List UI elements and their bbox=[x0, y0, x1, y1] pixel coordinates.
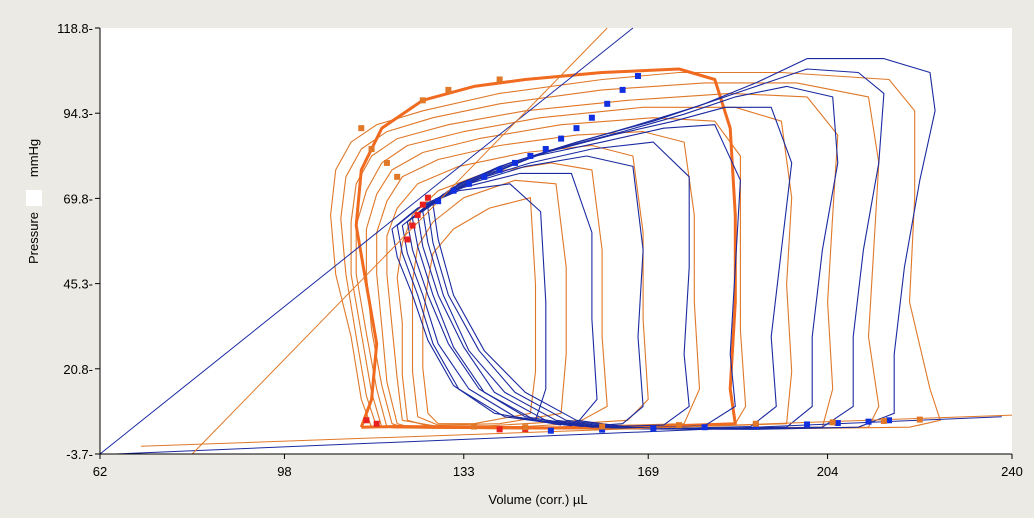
marker-blue_marker-17 bbox=[701, 424, 708, 431]
y-tick-label-1: 94.3- bbox=[63, 106, 93, 121]
x-ticks-layer: 62 98 133 169 204 240 bbox=[93, 454, 1023, 479]
marker-orange-5 bbox=[383, 159, 390, 166]
marker-orange-13 bbox=[880, 417, 887, 424]
marker-blue_marker-0 bbox=[435, 198, 442, 205]
y-ticks-layer: 118.8- 94.3- 69.8- 45.3- 20.8- -3.7- bbox=[57, 21, 100, 462]
y-axis-label-gap bbox=[26, 190, 42, 206]
pv-loop-blue-2 bbox=[422, 85, 839, 430]
y-tick-label-4: 20.8- bbox=[63, 362, 93, 377]
marker-orange-14 bbox=[916, 416, 923, 423]
marker-red_marker-5 bbox=[363, 417, 370, 424]
x-tick-label-0: 62 bbox=[93, 464, 107, 479]
pv-loop-blue-4 bbox=[411, 124, 741, 429]
marker-blue_marker-19 bbox=[804, 421, 811, 428]
pv-loop-blue-0 bbox=[432, 58, 936, 430]
marker-blue_marker-6 bbox=[527, 152, 534, 159]
pv-loop-orange-8 bbox=[411, 179, 567, 426]
y-tick-label-0: 118.8- bbox=[57, 21, 93, 36]
marker-orange-3 bbox=[358, 125, 365, 132]
marker-blue_marker-7 bbox=[542, 146, 549, 153]
marker-blue_marker-15 bbox=[599, 426, 606, 433]
marker-red_marker-0 bbox=[404, 236, 411, 243]
pv-loop-orange-0 bbox=[330, 71, 941, 430]
marker-blue_marker-11 bbox=[604, 100, 611, 107]
marker-orange-1 bbox=[445, 86, 452, 93]
marker-orange-11 bbox=[752, 420, 759, 427]
y-axis-label-group: Pressure mmHg bbox=[26, 139, 42, 264]
marker-orange-7 bbox=[471, 423, 478, 430]
reference-line-1 bbox=[115, 416, 1002, 455]
marker-blue_marker-5 bbox=[512, 159, 519, 166]
marker-blue_marker-10 bbox=[588, 114, 595, 121]
marker-orange-8 bbox=[522, 424, 529, 431]
x-axis-label: Volume (corr.) µL bbox=[488, 492, 587, 507]
x-tick-label-2: 133 bbox=[453, 464, 475, 479]
marker-blue_marker-8 bbox=[558, 135, 565, 142]
y-tick-label-2: 69.8- bbox=[63, 191, 93, 206]
marker-red_marker-1 bbox=[409, 222, 416, 229]
y-tick-label-5: -3.7- bbox=[66, 447, 93, 462]
marker-blue_marker-21 bbox=[865, 418, 872, 425]
marker-red_marker-7 bbox=[496, 426, 503, 433]
pv-loop-blue-1 bbox=[427, 68, 885, 430]
marker-red_marker-4 bbox=[424, 194, 431, 201]
marker-blue_marker-14 bbox=[547, 427, 554, 434]
marker-orange-2 bbox=[496, 76, 503, 83]
marker-orange-0 bbox=[419, 97, 426, 104]
marker-blue_marker-22 bbox=[886, 417, 893, 424]
y-tick-label-3: 45.3- bbox=[63, 277, 93, 292]
marker-blue_marker-13 bbox=[634, 72, 641, 79]
marker-orange-10 bbox=[675, 422, 682, 429]
marker-red_marker-3 bbox=[419, 201, 426, 208]
marker-blue_marker-16 bbox=[650, 425, 657, 432]
y-axis-label: Pressure bbox=[26, 212, 41, 264]
marker-red_marker-2 bbox=[414, 212, 421, 219]
x-tick-label-3: 169 bbox=[637, 464, 659, 479]
x-tick-label-4: 204 bbox=[817, 464, 839, 479]
marker-blue_marker-20 bbox=[834, 420, 841, 427]
marker-blue_marker-1 bbox=[450, 187, 457, 194]
marker-orange-4 bbox=[368, 146, 375, 153]
marker-orange-9 bbox=[599, 423, 606, 430]
marker-blue_marker-2 bbox=[465, 180, 472, 187]
x-tick-label-5: 240 bbox=[1001, 464, 1023, 479]
marker-orange-12 bbox=[829, 419, 836, 426]
marker-blue_marker-9 bbox=[573, 125, 580, 132]
plot-area bbox=[100, 28, 1012, 454]
reference-line-0 bbox=[99, 27, 634, 455]
marker-blue_marker-3 bbox=[481, 173, 488, 180]
marker-blue_marker-12 bbox=[619, 86, 626, 93]
pv-loop-blue-8 bbox=[391, 183, 562, 426]
marker-orange-6 bbox=[394, 173, 401, 180]
pv-loop-blue-3 bbox=[417, 106, 793, 429]
markers-layer bbox=[358, 72, 923, 434]
x-tick-label-1: 98 bbox=[277, 464, 291, 479]
reference-line-3 bbox=[191, 27, 608, 455]
marker-blue_marker-4 bbox=[496, 166, 503, 173]
marker-red_marker-6 bbox=[373, 420, 380, 427]
y-axis-unit: mmHg bbox=[26, 139, 41, 177]
